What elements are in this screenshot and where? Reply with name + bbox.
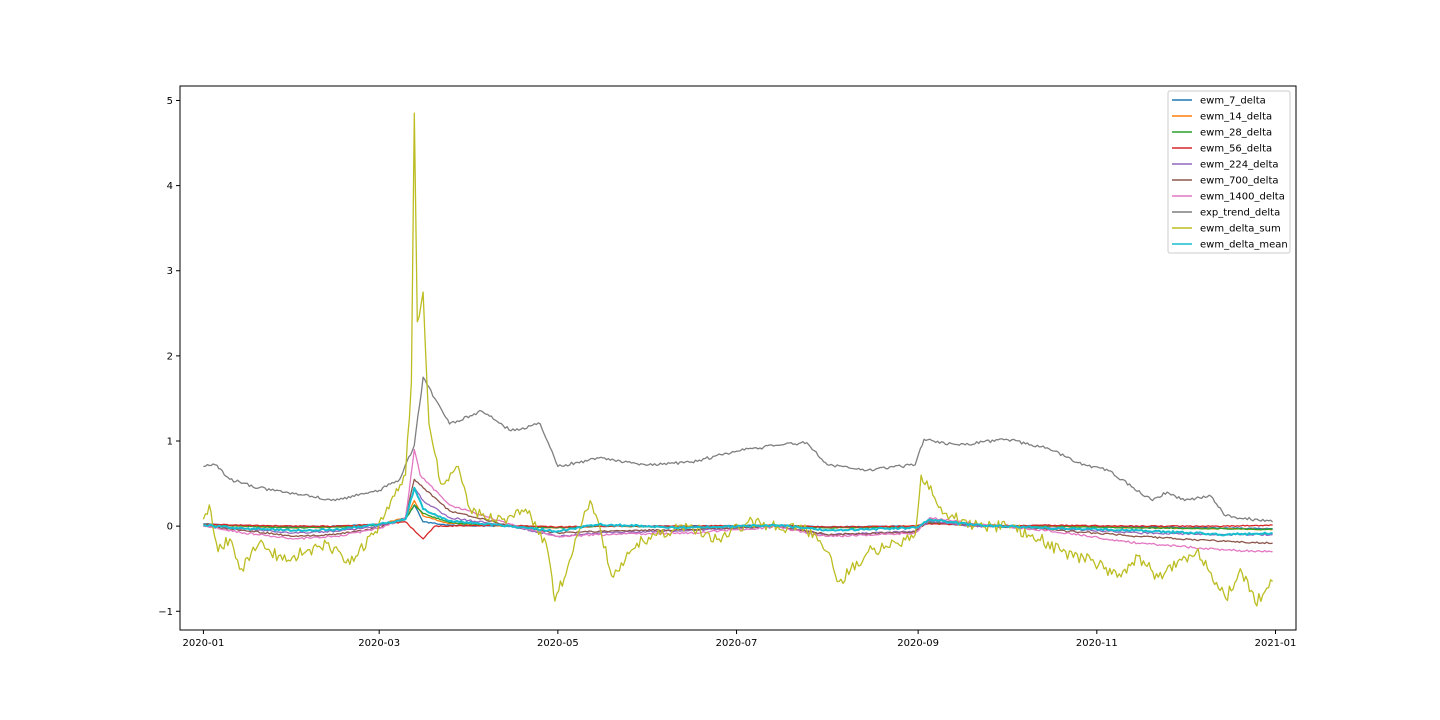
legend-label: ewm_56_delta bbox=[1200, 144, 1272, 155]
plot-frame bbox=[179, 85, 1297, 631]
series-line-exp-trend-delta bbox=[203, 376, 1274, 523]
y-tick-label: 3 bbox=[167, 266, 173, 277]
y-axis: −1 0 1 2 3 4 5 bbox=[158, 96, 180, 618]
y-tick-label: 2 bbox=[167, 351, 173, 362]
series-line-ewm-1400-delta bbox=[203, 448, 1273, 553]
legend-label: ewm_7_delta bbox=[1200, 96, 1266, 107]
legend-label: ewm_delta_mean bbox=[1200, 240, 1288, 251]
series-line-ewm-delta-mean bbox=[203, 486, 1273, 537]
y-tick-label: 0 bbox=[167, 522, 173, 533]
legend-label: exp_trend_delta bbox=[1200, 208, 1280, 219]
y-tick-label: −1 bbox=[158, 607, 173, 618]
y-tick-label: 1 bbox=[167, 437, 173, 448]
series-line-ewm-700-delta bbox=[203, 478, 1273, 545]
x-tick-label: 2020-05 bbox=[537, 638, 579, 649]
legend-box bbox=[1167, 90, 1291, 254]
x-axis: 2020-01 2020-03 2020-05 2020-07 2020-09 2020-… bbox=[183, 630, 1297, 649]
legend-label: ewm_224_delta bbox=[1200, 160, 1279, 171]
y-tick-label: 5 bbox=[167, 96, 173, 107]
legend-label: ewm_28_delta bbox=[1200, 128, 1272, 139]
x-tick-label: 2020-03 bbox=[358, 638, 400, 649]
x-tick-label: 2020-09 bbox=[897, 638, 939, 649]
x-tick-label: 2020-07 bbox=[716, 638, 758, 649]
x-tick-label: 2020-11 bbox=[1076, 638, 1118, 649]
series-layer bbox=[202, 112, 1274, 607]
legend: ewm_7_delta ewm_14_delta ewm_28_delta ewm_5… bbox=[1167, 90, 1291, 254]
x-tick-label: 2020-01 bbox=[183, 638, 225, 649]
series-line-ewm-delta-sum bbox=[202, 112, 1274, 607]
legend-label: ewm_1400_delta bbox=[1200, 192, 1285, 203]
x-tick-label: 2021-01 bbox=[1255, 638, 1297, 649]
legend-label: ewm_14_delta bbox=[1200, 112, 1272, 123]
y-tick-label: 4 bbox=[167, 181, 173, 192]
legend-label: ewm_700_delta bbox=[1200, 176, 1279, 187]
legend-label: ewm_delta_sum bbox=[1200, 224, 1281, 235]
